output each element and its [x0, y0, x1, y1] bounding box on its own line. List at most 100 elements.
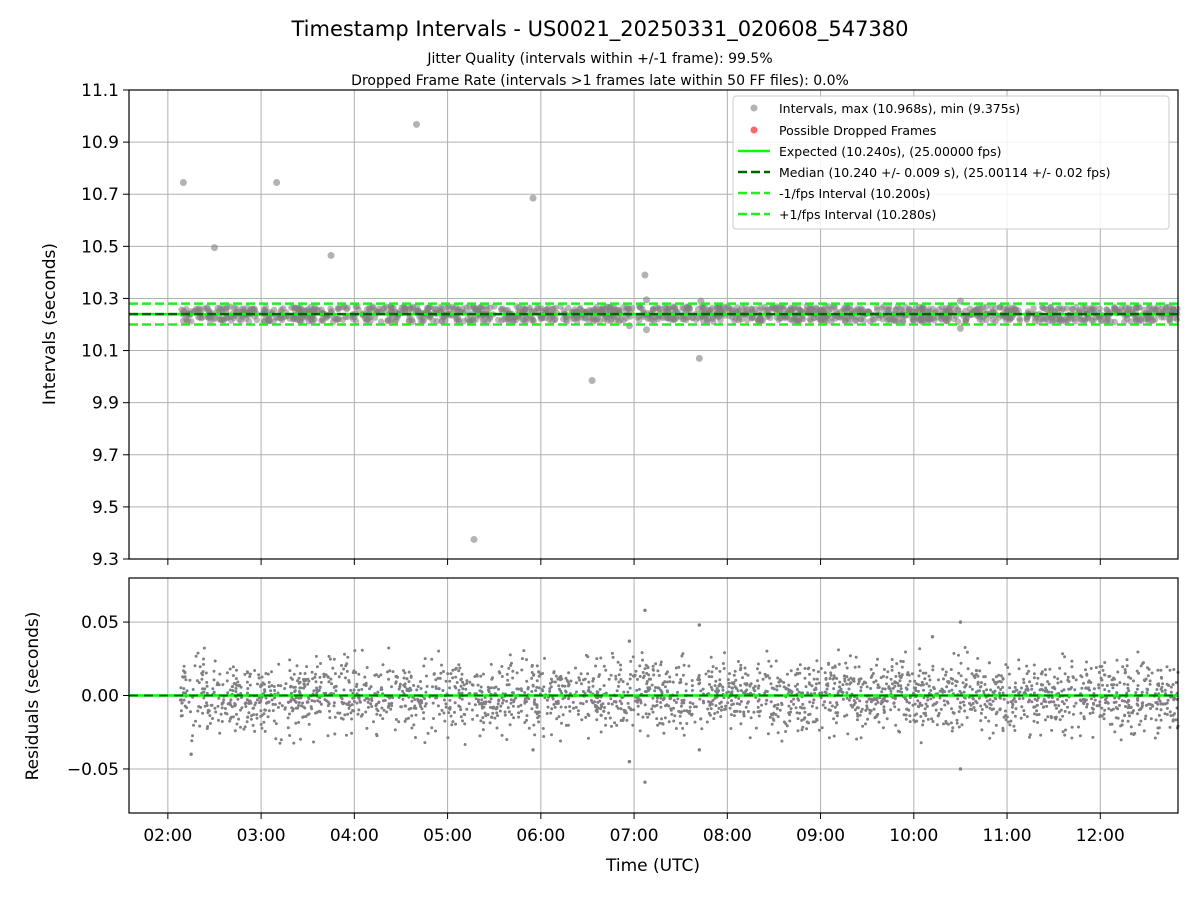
- residual-point: [1123, 713, 1127, 717]
- residual-point: [815, 677, 819, 681]
- residual-point: [1028, 680, 1032, 684]
- residual-point: [211, 687, 215, 691]
- residual-point: [1113, 730, 1117, 734]
- residual-point: [957, 653, 960, 657]
- interval-point: [788, 306, 795, 313]
- residual-point: [1139, 719, 1143, 723]
- residual-point: [333, 715, 337, 719]
- residual-point: [638, 675, 642, 678]
- residual-point: [1126, 711, 1130, 715]
- residual-point: [1146, 674, 1150, 678]
- residual-point: [289, 684, 293, 688]
- residual-point: [1122, 682, 1126, 686]
- residual-point: [1036, 721, 1040, 724]
- residual-point: [391, 670, 395, 674]
- residual-point: [375, 707, 379, 711]
- residual-point: [390, 704, 394, 708]
- residual-point: [412, 723, 416, 727]
- residual-point: [670, 712, 674, 716]
- residual-point: [269, 689, 273, 693]
- residual-point: [1147, 667, 1151, 671]
- residual-point: [365, 666, 369, 669]
- residual-point: [629, 659, 633, 663]
- residual-point: [289, 698, 293, 702]
- residual-point: [211, 717, 214, 720]
- residual-point: [441, 689, 445, 692]
- residual-outlier-point: [697, 748, 702, 752]
- interval-point: [439, 317, 446, 324]
- residual-point: [917, 683, 920, 687]
- residual-point: [511, 676, 515, 680]
- residual-point: [882, 668, 886, 671]
- residual-point: [1022, 713, 1026, 717]
- residual-point: [815, 659, 819, 663]
- residual-point: [803, 710, 807, 714]
- residual-point: [1061, 652, 1065, 656]
- residual-point: [318, 696, 322, 700]
- residual-point: [890, 658, 894, 661]
- residual-point: [924, 671, 928, 675]
- residual-point: [403, 682, 407, 686]
- residual-point: [1014, 700, 1018, 704]
- residual-outlier-point: [958, 767, 963, 771]
- residual-point: [845, 691, 849, 695]
- residual-point: [495, 711, 499, 715]
- residual-point: [296, 679, 299, 683]
- residual-point: [708, 703, 712, 707]
- residual-point: [393, 728, 397, 732]
- residual-point: [1047, 700, 1051, 704]
- residual-point: [301, 715, 305, 719]
- residual-point: [708, 683, 711, 686]
- interval-point: [1153, 306, 1160, 313]
- residual-point: [935, 701, 939, 704]
- residual-point: [205, 691, 209, 695]
- residual-point: [489, 686, 493, 690]
- residual-point: [823, 671, 827, 675]
- residual-point: [535, 705, 539, 709]
- residual-point: [849, 676, 853, 680]
- residual-point: [638, 698, 642, 702]
- residual-point: [247, 702, 251, 705]
- residual-point: [354, 685, 358, 688]
- residual-point: [557, 715, 561, 719]
- residual-point: [1101, 683, 1104, 687]
- residual-point: [812, 688, 816, 692]
- residual-point: [631, 723, 635, 727]
- residual-point: [616, 706, 620, 710]
- residual-point: [604, 691, 608, 695]
- residual-point: [618, 699, 622, 703]
- residual-point: [523, 701, 527, 705]
- residual-point: [430, 726, 434, 730]
- residual-point: [503, 710, 507, 714]
- residual-point: [235, 722, 239, 726]
- residual-point: [926, 698, 930, 702]
- interval-outlier-point: [273, 178, 281, 186]
- residual-point: [1123, 699, 1127, 703]
- residual-point: [834, 721, 838, 725]
- residual-point: [976, 657, 980, 660]
- residual-point: [977, 696, 981, 700]
- intervals-y-tick-label: 9.3: [92, 550, 119, 570]
- interval-point: [369, 304, 376, 311]
- residual-point: [713, 712, 717, 715]
- residual-point: [920, 680, 924, 684]
- x-tick-label: 06:00: [516, 826, 565, 846]
- residual-point: [713, 696, 717, 700]
- residual-point: [278, 741, 282, 745]
- residual-point: [796, 682, 800, 686]
- interval-point: [909, 316, 916, 323]
- residual-point: [792, 697, 796, 701]
- residual-point: [527, 697, 531, 701]
- residual-point: [659, 696, 663, 700]
- residual-point: [788, 688, 792, 692]
- residual-point: [480, 698, 484, 702]
- residual-point: [1033, 712, 1036, 716]
- residual-point: [866, 717, 870, 721]
- residual-point: [680, 654, 684, 658]
- residual-point: [740, 689, 743, 693]
- residual-point: [916, 699, 920, 703]
- residual-point: [292, 685, 296, 689]
- residual-point: [789, 710, 793, 714]
- residual-point: [235, 668, 238, 672]
- residual-point: [339, 672, 343, 676]
